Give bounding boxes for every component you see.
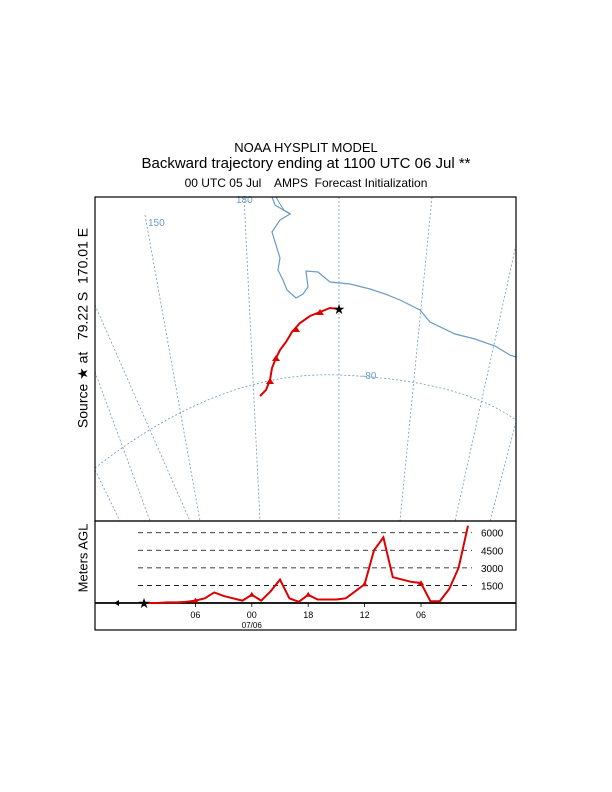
height-level-label: 1500 (481, 581, 504, 592)
meridian-line (95, 469, 121, 521)
x-tick-label: 18 (303, 610, 313, 620)
lat-label-80: -80 (362, 371, 377, 382)
meridian-line (95, 304, 191, 521)
height-series-marker (361, 581, 368, 587)
meridian-line (454, 244, 516, 521)
x-tick-label: 06 (416, 610, 426, 620)
height-level-label: 3000 (481, 564, 504, 575)
title-initialization: 00 UTC 05 Jul AMPS Forecast Initializati… (184, 176, 428, 190)
meridian-line (489, 421, 516, 521)
lon-label-180: 180 (236, 195, 253, 206)
height-series-marker (418, 580, 424, 586)
chart-arrow-icon (114, 600, 119, 606)
chart-source-star-icon: ★ (138, 596, 151, 612)
height-level-label: 6000 (481, 529, 504, 540)
lon-label-150: 150 (148, 218, 165, 229)
meridian-line (243, 197, 261, 521)
map-trajectory-marker (316, 309, 324, 315)
map-trajectory-marker (292, 326, 300, 332)
map-trajectory-marker (272, 355, 280, 361)
map-trajectory-marker (266, 378, 274, 384)
map-panel (95, 197, 516, 521)
height-series-marker (305, 591, 312, 597)
height-series-marker (248, 591, 255, 597)
coast-inlet (275, 197, 292, 215)
x-date-label: 07/06 (242, 621, 263, 630)
height-chart-panel: 6000 4500 3000 1500 06 00 18 12 06 07/06 ★ (95, 525, 516, 630)
coastline (271, 197, 516, 358)
meridian-line (144, 214, 201, 521)
x-tick-label: 12 (360, 610, 370, 620)
map-frame (94, 196, 517, 522)
meridian-line (399, 197, 433, 521)
source-star-icon: ★ (333, 302, 346, 318)
x-tick-label: 06 (190, 610, 200, 620)
title-trajectory: Backward trajectory ending at 1100 UTC 0… (141, 155, 471, 172)
chart-frame (94, 520, 517, 631)
height-series-line (148, 525, 469, 604)
title-model: NOAA HYSPLIT MODEL (234, 140, 378, 155)
height-level-label: 4500 (481, 546, 504, 557)
latitude-circle (95, 374, 516, 469)
height-series-marker (192, 597, 199, 603)
meridian-line (95, 371, 151, 521)
x-tick-label: 00 (247, 610, 257, 620)
